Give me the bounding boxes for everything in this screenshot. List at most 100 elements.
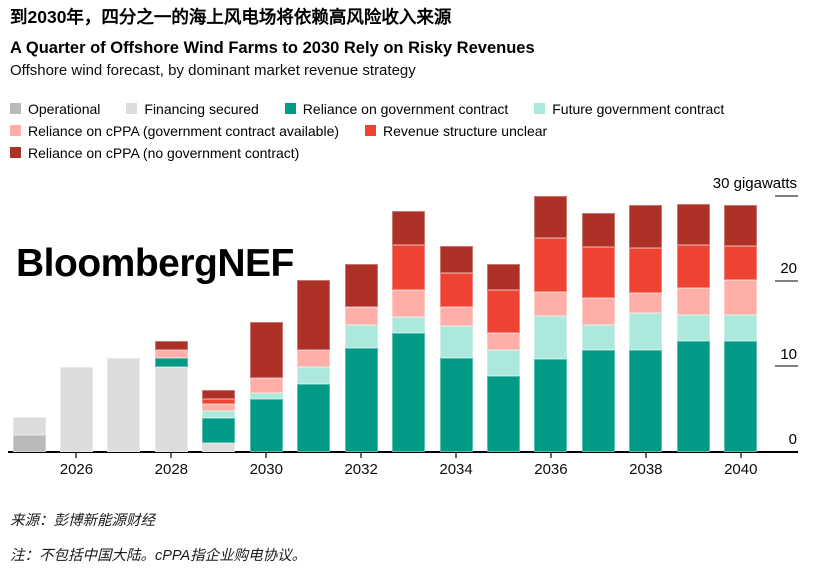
bar-segment-2038 [629,349,663,452]
bar-segment-2037 [581,350,615,452]
x-tick-label: 2040 [724,461,758,478]
bar-segment-2039 [676,315,710,342]
legend-label: Operational [28,100,101,117]
bar-segment-2031 [297,383,331,452]
legend-item: Future government contract [534,101,724,117]
bar-segment-2040 [724,204,758,247]
bar-segment-2028 [154,366,188,452]
legend-item: Operational [10,101,100,117]
bar-segment-2029 [202,404,236,412]
bar-segment-2033 [392,245,426,290]
legend-label: Reliance on cPPA (government contract av… [28,122,340,139]
y-tick [775,365,798,368]
bar-segment-2034 [439,272,473,307]
bar-segment-2035 [487,332,520,350]
bar-segment-2031 [297,350,331,367]
bar-segment-2040 [724,315,758,342]
legend-row: Operational Financing secured Reliance on … [10,100,818,117]
bar-segment-2033 [392,332,426,452]
legend-item: Revenue structure unclear [365,123,547,139]
title-english: A Quarter of Offshore Wind Farms to 2030… [10,39,535,57]
y-tick [775,194,798,197]
x-tick-label: 2034 [439,461,473,478]
title-chinese: 到2030年，四分之一的海上风电场将依赖高风险收入来源 [10,7,452,27]
bar-segment-2039 [676,203,710,246]
legend-label: Revenue structure unclear [383,122,548,139]
bar-segment-2033 [392,317,426,333]
legend-label: Reliance on government contract [302,100,509,117]
legend-row: Reliance on cPPA (government contract av… [10,122,818,139]
y-tick-label: 30 gigawatts [712,175,797,192]
bar-segment-2037 [581,213,615,248]
bar-segment-2036 [534,292,568,317]
bar-segment-2034 [439,306,473,326]
bar-segment-2029 [202,411,236,418]
x-tick [739,452,742,458]
x-tick [549,452,552,458]
legend-swatch [10,103,21,114]
bar-segment-2032 [344,264,378,307]
bar-segment-2031 [297,280,331,351]
legend-label: Reliance on cPPA (no government contract… [28,144,300,161]
source-line: 来源：彭博新能源财经 [10,513,155,529]
bar-segment-2030 [249,393,283,400]
legend-item: Financing secured [126,100,259,117]
x-tick-label: 2026 [59,461,94,478]
legend-label: Future government contract [552,100,725,117]
bloombergnef-logo: BloombergNEF [16,242,294,285]
bar-segment-2029 [202,443,236,452]
bar-segment-2035 [487,289,520,333]
legend-item: Reliance on cPPA (no government contract… [10,145,299,161]
bar-segment-2034 [439,358,473,452]
bar-segment-2026 [59,366,93,452]
x-tick-label: 2038 [629,461,663,478]
x-tick-label: 2036 [534,461,568,478]
bar-segment-2032 [344,347,378,452]
legend-swatch [365,125,377,136]
legend-swatch [284,103,296,114]
legend: Operational Financing secured Reliance on … [10,100,818,161]
legend-swatch [126,103,138,114]
bar-segment-2025 [12,417,46,435]
x-tick-label: 2032 [344,461,378,478]
bar-segment-2037 [581,324,615,351]
bar-segment-2032 [344,324,378,348]
bar-segment-2038 [629,248,663,294]
bar-segment-2027 [107,358,141,452]
x-tick [265,452,268,458]
bar-segment-2029 [202,399,236,405]
bar-segment-2030 [249,377,283,394]
bar-segment-2031 [297,366,331,384]
x-tick [455,452,458,458]
x-tick-label: 2030 [249,461,283,478]
bar-segment-2036 [534,358,568,452]
bar-segment-2034 [439,325,473,359]
bar-segment-2039 [676,288,710,316]
bar-segment-2035 [487,349,520,377]
bar-segment-2036 [534,237,568,293]
bar-segment-2040 [724,341,758,452]
y-tick-label: 10 [780,345,797,363]
y-tick-label: 20 [780,260,797,278]
subtitle: Offshore wind forecast, by dominant mark… [10,62,416,79]
bar-segment-2028 [154,341,188,350]
bar-segment-2032 [344,306,378,325]
bar-segment-2037 [581,247,615,299]
legend-label: Financing secured [144,100,259,117]
bar-segment-2035 [487,376,520,452]
bar-segment-2036 [534,196,568,238]
bar-segment-2030 [249,399,283,452]
legend-swatch [10,147,21,158]
bar-segment-2025 [12,434,46,452]
bar-segment-2037 [581,298,615,325]
x-tick [75,452,78,458]
legend-row: Reliance on cPPA (no government contract… [10,144,818,161]
bar-segment-2035 [487,264,520,290]
bar-segment-2028 [154,358,188,367]
bar-segment-2033 [392,289,426,318]
x-tick [644,452,647,458]
bar-segment-2030 [249,322,283,378]
legend-swatch [10,125,21,136]
